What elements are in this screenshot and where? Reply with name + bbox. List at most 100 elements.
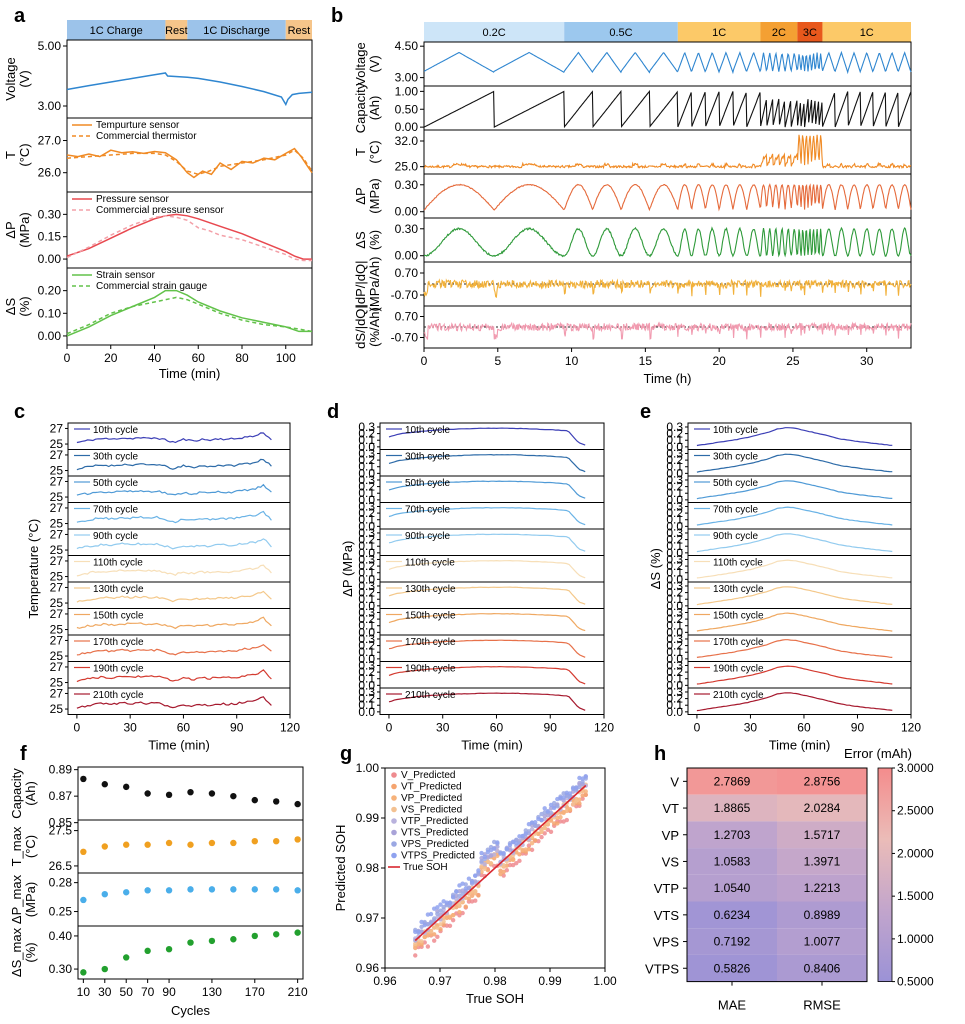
ytick-label-b: 4.50 (395, 39, 419, 53)
cycle-label-e: 130th cycle (713, 584, 764, 595)
ytick-label-d: 0.3 (358, 446, 375, 460)
ytick-label-d: 0.3 (358, 658, 375, 672)
colorbar (878, 768, 892, 982)
scatter-point-g-2 (423, 935, 427, 939)
ytick-label-b: 0.30 (395, 178, 419, 192)
legend-label-g: VS_Predicted (401, 805, 462, 816)
heatmap-row-label: VP (662, 828, 679, 843)
ytick-label-a: 0.30 (38, 207, 62, 221)
cycle-label-c: 210th cycle (93, 690, 144, 701)
ytick-label-f: 0.40 (49, 929, 73, 943)
heatmap-cell-value: 1.0583 (714, 854, 751, 868)
ytick-label-c: 27 (50, 580, 64, 594)
heatmap-row-label: VS (662, 854, 680, 869)
xtick-label-a: 80 (235, 351, 249, 365)
ylabel-b-0: Voltage(V) (353, 42, 382, 85)
ytick-label-a: 26.0 (38, 166, 62, 180)
scatter-point-f-2 (209, 886, 215, 892)
scatter-point-g-1 (457, 910, 461, 914)
scatter-point-g-2 (530, 841, 534, 845)
scatter-point-f-0 (252, 797, 258, 803)
ytick-label-f: 0.25 (49, 905, 73, 919)
heatmap-cell-value: 1.0077 (804, 935, 841, 949)
scatter-point-f-1 (209, 840, 215, 846)
xtick-label-f: 70 (141, 985, 155, 999)
scatter-point-g-6 (432, 916, 436, 920)
xtick-label-g: 0.99 (538, 974, 562, 988)
scatter-point-g-1 (555, 821, 559, 825)
xtick-label-a: 20 (104, 351, 118, 365)
scatter-point-g-7 (568, 791, 572, 795)
panel-a: 1C Charge Rest 1C Discharge Rest 3.00 5.00 Vol… (3, 20, 312, 381)
scatter-point-g-7 (533, 820, 537, 824)
ytick-label-d: 0.3 (358, 579, 375, 593)
scatter-point-f-0 (80, 776, 86, 782)
scatter-point-f-1 (273, 838, 279, 844)
scatter-point-g-7 (460, 881, 464, 885)
legend-marker-g (391, 818, 397, 824)
xtick-label-a: 60 (192, 351, 206, 365)
xtick-label-f: 170 (245, 985, 265, 999)
ytick-label-a: 3.00 (38, 99, 62, 113)
xtick-label-d: 90 (544, 721, 558, 735)
xlabel-g: True SOH (466, 991, 524, 1006)
scatter-point-g-0 (413, 953, 417, 957)
legend-label-a: Commercial strain gauge (96, 281, 208, 292)
series-line-a-3-0 (67, 291, 312, 336)
scatter-point-f-3 (80, 969, 86, 975)
scatter-point-g-7 (483, 855, 487, 859)
ytick-label-e: 0.3 (666, 685, 683, 699)
scatter-point-g-7 (492, 846, 496, 850)
scatter-point-g-0 (549, 830, 553, 834)
series-line-b-1 (424, 91, 911, 127)
cycle-label-d: 30th cycle (405, 452, 450, 463)
ytick-label-g: 0.96 (356, 961, 380, 975)
phase-label-b-3: 2C (772, 27, 786, 39)
panel-label-b: b (331, 5, 343, 27)
ytick-label-a: 0.15 (38, 230, 62, 244)
colorbar-tick-label: 1.5000 (897, 889, 934, 903)
scatter-point-f-2 (102, 891, 108, 897)
cycle-label-c: 130th cycle (93, 584, 144, 595)
scatter-point-g-6 (438, 908, 442, 912)
heatmap-cell-value: 1.2213 (804, 881, 841, 895)
scatter-point-g-2 (524, 847, 528, 851)
cycle-label-e: 30th cycle (713, 452, 758, 463)
phase-label-a-3: Rest (288, 25, 311, 37)
cycle-label-c: 190th cycle (93, 664, 144, 675)
colorbar-tick-label: 3.0000 (897, 761, 934, 775)
scatter-point-f-3 (123, 954, 129, 960)
scatter-point-f-0 (102, 781, 108, 787)
scatter-point-g-2 (498, 869, 502, 873)
scatter-point-g-0 (565, 818, 569, 822)
xtick-label-d: 0 (386, 721, 393, 735)
cycle-label-d: 130th cycle (405, 584, 456, 595)
ylabel-b-3: ΔP(MPa) (353, 178, 382, 213)
scatter-point-g-7 (451, 895, 455, 899)
phase-label-a-0: 1C Charge (90, 25, 143, 37)
ylabel-g: Predicted SOH (333, 825, 348, 912)
scatter-point-f-2 (123, 889, 129, 895)
legend-marker-g (391, 841, 397, 847)
ytick-label-d: 0.3 (358, 685, 375, 699)
ytick-label-c: 27 (50, 554, 64, 568)
ytick-label-e: 0.3 (666, 579, 683, 593)
heatmap-cell-value: 1.0540 (714, 881, 751, 895)
cycle-label-c: 30th cycle (93, 452, 138, 463)
ytick-label-f: 0.89 (49, 763, 73, 777)
xtick-label-e: 30 (744, 721, 758, 735)
scatter-point-g-7 (423, 923, 427, 927)
xlabel-d: Time (min) (461, 738, 523, 753)
scatter-point-g-7 (438, 902, 442, 906)
scatter-point-g-7 (574, 785, 578, 789)
legend-label-g: V_Predicted (401, 770, 455, 781)
legend-label-a: Strain sensor (96, 270, 156, 281)
phase-label-a-1: Rest (165, 25, 188, 37)
xtick-label-c: 90 (230, 721, 244, 735)
scatter-point-f-3 (102, 966, 108, 972)
scatter-point-f-0 (294, 801, 300, 807)
scatter-point-f-1 (102, 843, 108, 849)
colorbar-title: Error (mAh) (844, 746, 912, 761)
scatter-point-f-3 (144, 948, 150, 954)
scatter-point-g-3 (473, 889, 477, 893)
